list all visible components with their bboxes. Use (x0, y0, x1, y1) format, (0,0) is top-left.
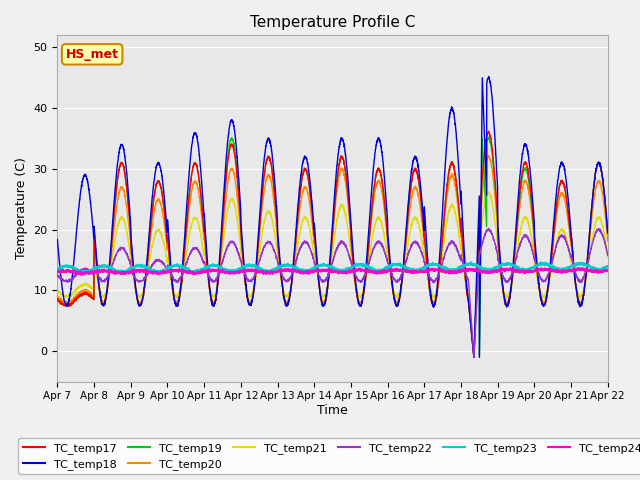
TC_temp22 (207, 276, 215, 282)
TC_temp17 (470, 354, 477, 360)
TC_temp19 (396, 294, 404, 300)
Text: HS_met: HS_met (66, 48, 118, 61)
TC_temp22 (172, 277, 179, 283)
TC_temp18 (172, 300, 179, 306)
TC_temp23 (396, 260, 404, 266)
TC_temp19 (604, 227, 611, 233)
TC_temp20 (484, 153, 492, 158)
TC_temp22 (484, 226, 492, 231)
TC_temp24 (396, 267, 404, 273)
TC_temp24 (356, 265, 364, 271)
TC_temp23 (604, 263, 611, 269)
TC_temp20 (552, 218, 559, 224)
TC_temp24 (77, 272, 84, 278)
TC_temp18 (396, 293, 404, 299)
TC_temp20 (54, 293, 61, 299)
Line: TC_temp19: TC_temp19 (58, 137, 608, 357)
TC_temp20 (396, 292, 404, 298)
TC_temp19 (387, 262, 394, 267)
TC_temp17 (552, 210, 559, 216)
TC_temp19 (552, 210, 559, 216)
TC_temp19 (172, 300, 179, 306)
X-axis label: Time: Time (317, 404, 348, 417)
TC_temp18 (552, 197, 559, 203)
TC_temp23 (207, 263, 215, 269)
TC_temp20 (172, 298, 179, 303)
TC_temp23 (81, 270, 88, 276)
TC_temp22 (552, 244, 559, 250)
TC_temp21 (604, 253, 612, 259)
TC_temp17 (387, 262, 394, 267)
TC_temp21 (172, 292, 179, 298)
TC_temp21 (552, 244, 559, 250)
TC_temp22 (604, 252, 612, 258)
TC_temp20 (387, 265, 394, 271)
TC_temp19 (604, 230, 612, 236)
TC_temp22 (387, 266, 394, 272)
TC_temp23 (54, 267, 61, 273)
TC_temp23 (172, 264, 179, 269)
TC_temp24 (207, 267, 215, 273)
TC_temp23 (552, 266, 559, 272)
TC_temp23 (387, 263, 394, 268)
TC_temp21 (604, 252, 611, 257)
Line: TC_temp18: TC_temp18 (58, 76, 608, 357)
TC_temp17 (172, 300, 179, 306)
TC_temp19 (54, 296, 61, 301)
TC_temp19 (484, 134, 492, 140)
TC_temp23 (604, 264, 612, 269)
Line: TC_temp24: TC_temp24 (58, 268, 608, 275)
TC_temp21 (54, 287, 61, 292)
Line: TC_temp20: TC_temp20 (58, 156, 608, 357)
TC_temp18 (604, 227, 611, 233)
TC_temp22 (396, 276, 404, 281)
TC_temp24 (387, 268, 394, 274)
TC_temp19 (207, 296, 215, 302)
TC_temp21 (207, 289, 215, 295)
TC_temp18 (470, 354, 477, 360)
TC_temp20 (604, 235, 611, 241)
TC_temp17 (484, 128, 492, 134)
TC_temp21 (470, 354, 477, 360)
TC_temp18 (207, 295, 215, 301)
TC_temp18 (387, 258, 394, 264)
TC_temp20 (604, 238, 612, 244)
TC_temp22 (604, 251, 611, 256)
TC_temp24 (604, 267, 612, 273)
TC_temp21 (387, 270, 394, 276)
TC_temp18 (54, 237, 61, 242)
TC_temp23 (467, 259, 474, 265)
TC_temp24 (552, 269, 559, 275)
TC_temp22 (54, 272, 61, 277)
Line: TC_temp17: TC_temp17 (58, 131, 608, 357)
TC_temp17 (207, 296, 215, 302)
Title: Temperature Profile C: Temperature Profile C (250, 15, 415, 30)
TC_temp24 (54, 269, 61, 275)
TC_temp21 (484, 189, 492, 195)
TC_temp20 (207, 294, 215, 300)
Line: TC_temp23: TC_temp23 (58, 262, 608, 273)
Legend: TC_temp17, TC_temp18, TC_temp19, TC_temp20, TC_temp21, TC_temp22, TC_temp23, TC_: TC_temp17, TC_temp18, TC_temp19, TC_temp… (19, 438, 640, 474)
TC_temp18 (604, 230, 612, 236)
TC_temp17 (604, 227, 611, 233)
TC_temp20 (470, 354, 477, 360)
Line: TC_temp22: TC_temp22 (58, 228, 608, 357)
TC_temp21 (396, 288, 404, 294)
TC_temp18 (484, 73, 492, 79)
TC_temp24 (604, 267, 611, 273)
TC_temp24 (172, 267, 179, 273)
TC_temp17 (396, 294, 404, 300)
Y-axis label: Temperature (C): Temperature (C) (15, 157, 28, 259)
TC_temp17 (54, 296, 61, 301)
TC_temp22 (470, 354, 477, 360)
Line: TC_temp21: TC_temp21 (58, 192, 608, 357)
TC_temp19 (470, 354, 477, 360)
TC_temp17 (604, 230, 612, 236)
